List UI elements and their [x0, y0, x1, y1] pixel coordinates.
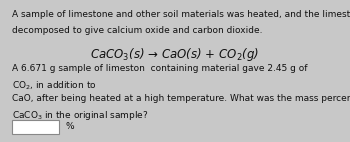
Text: %: %: [66, 122, 75, 131]
FancyBboxPatch shape: [12, 120, 59, 134]
Text: CaCO$_3$ in the original sample?: CaCO$_3$ in the original sample?: [12, 109, 148, 122]
Text: CaO, after being heated at a high temperature. What was the mass percent of: CaO, after being heated at a high temper…: [12, 94, 350, 103]
Text: A sample of limestone and other soil materials was heated, and the limestone: A sample of limestone and other soil mat…: [12, 10, 350, 19]
Text: decomposed to give calcium oxide and carbon dioxide.: decomposed to give calcium oxide and car…: [12, 26, 262, 35]
Text: CO$_2$, in addition to: CO$_2$, in addition to: [12, 79, 97, 92]
Text: CaCO$_3$(s) → CaO(s) + CO$_2$(g): CaCO$_3$(s) → CaO(s) + CO$_2$(g): [91, 46, 259, 63]
Text: A 6.671 g sample of limeston  containing material gave 2.45 g of: A 6.671 g sample of limeston containing …: [12, 64, 308, 73]
